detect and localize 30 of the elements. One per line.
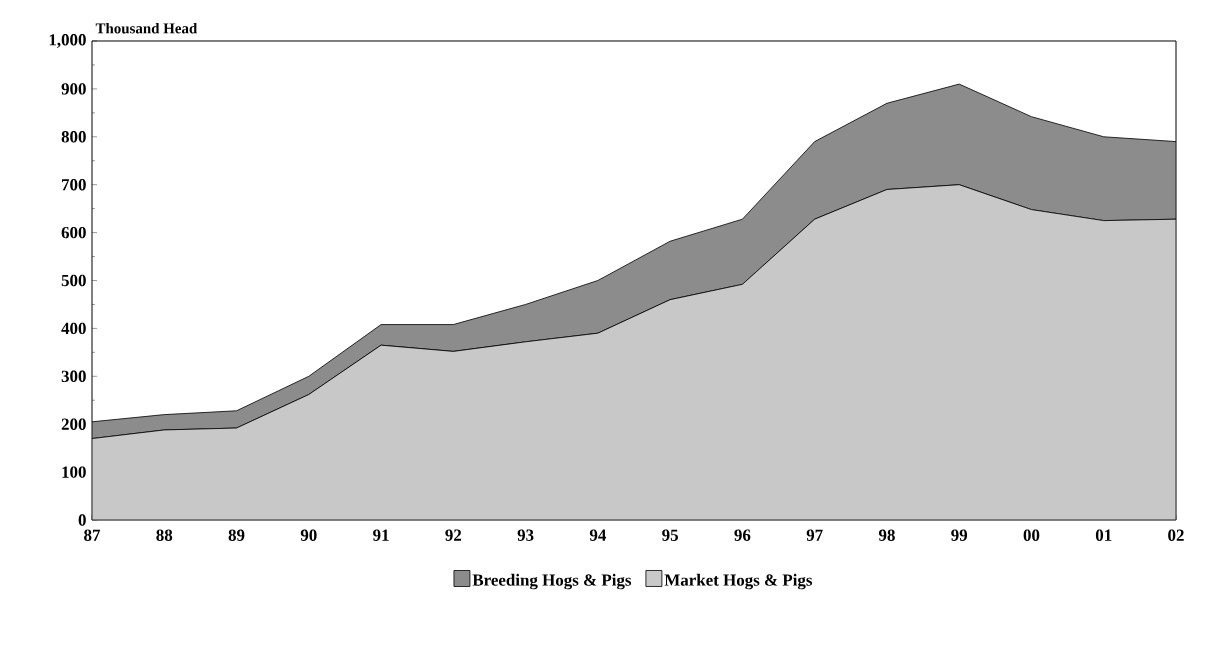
x-tick-label: 92	[445, 529, 462, 541]
y-tick-label: 400	[61, 322, 86, 335]
x-tick-label: 89	[228, 529, 245, 541]
y-tick-label: 900	[61, 83, 86, 95]
x-tick-label: 01	[1095, 529, 1112, 541]
x-tick-label: 95	[662, 529, 678, 541]
x-tick-label: 90	[300, 529, 317, 541]
x-tick-label: 98	[878, 529, 895, 541]
y-tick-label: 500	[61, 274, 86, 287]
legend-label: Breeding Hogs & Pigs	[472, 573, 632, 590]
x-tick-label: 87	[84, 529, 101, 541]
x-tick-label: 94	[589, 529, 607, 541]
y-tick-label: 800	[61, 131, 86, 143]
x-tick-label: 88	[156, 529, 173, 541]
legend-label: Market Hogs & Pigs	[664, 573, 813, 590]
y-tick-label: 1,000	[49, 34, 86, 48]
y-tick-label: 100	[62, 466, 86, 478]
x-tick-label: 00	[1023, 529, 1040, 541]
y-tick-label: 200	[61, 418, 86, 430]
x-tick-label: 91	[373, 529, 389, 541]
y-tick-label: 300	[61, 370, 86, 383]
y-tick-label: 0	[78, 514, 86, 526]
x-tick-label: 96	[734, 529, 751, 541]
y-tick-label: 700	[62, 178, 86, 191]
y-axis-title: Thousand Head	[95, 22, 198, 34]
x-tick-label: 02	[1168, 529, 1184, 541]
y-tick-label: 600	[61, 226, 86, 239]
x-tick-label: 93	[517, 529, 534, 541]
x-tick-label: 97	[806, 529, 823, 541]
x-tick-label: 99	[951, 529, 968, 541]
